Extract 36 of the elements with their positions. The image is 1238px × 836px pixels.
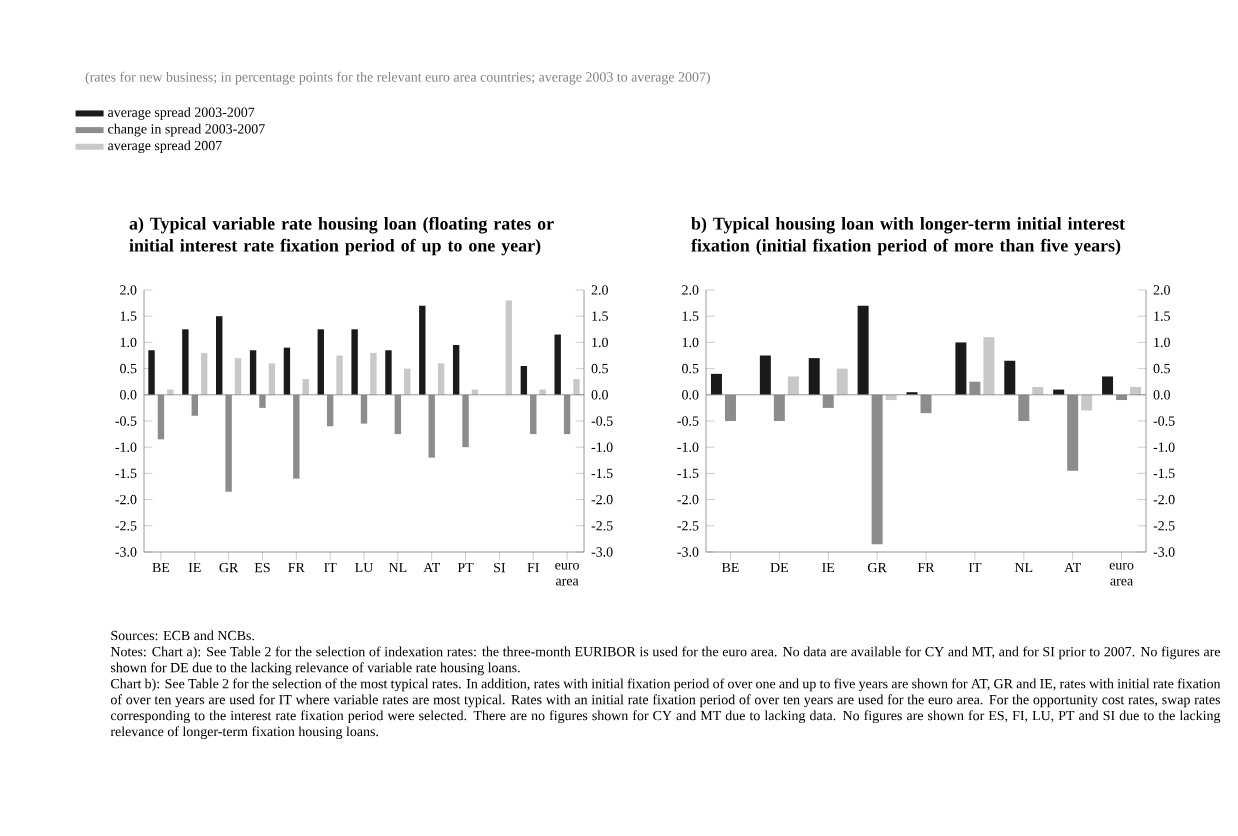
bar bbox=[1130, 386, 1142, 395]
bar bbox=[983, 337, 995, 395]
bar bbox=[370, 352, 377, 395]
bar bbox=[520, 365, 528, 395]
bar bbox=[283, 347, 291, 395]
bar bbox=[1081, 394, 1093, 411]
bar bbox=[505, 300, 512, 395]
bar bbox=[452, 345, 460, 395]
chart-title: a) Typical variable rate housing loan (floating rates or initial interest rate fixation period of up to one year) bbox=[129, 216, 554, 256]
bar bbox=[234, 358, 242, 395]
bar bbox=[554, 334, 561, 395]
bar bbox=[249, 350, 257, 395]
bar bbox=[437, 363, 445, 395]
bar bbox=[955, 342, 967, 395]
bar bbox=[336, 355, 343, 395]
bar bbox=[573, 379, 580, 395]
bar bbox=[1102, 376, 1114, 395]
bar bbox=[200, 352, 208, 395]
bar bbox=[317, 329, 324, 395]
chart-title: b) Typical housing loan with longer-term initial interest fixation (initial fixation period of more than five years) bbox=[691, 217, 1125, 256]
bar bbox=[351, 329, 358, 395]
bar bbox=[1004, 360, 1016, 395]
bar bbox=[419, 305, 426, 395]
bar bbox=[385, 350, 392, 395]
bar bbox=[885, 394, 897, 401]
bar bbox=[216, 316, 223, 395]
bar bbox=[268, 363, 276, 395]
bar bbox=[1032, 386, 1044, 395]
bar bbox=[759, 355, 771, 395]
bar bbox=[836, 368, 848, 395]
bar bbox=[787, 376, 799, 395]
bar bbox=[182, 329, 189, 395]
bar bbox=[808, 358, 820, 395]
bar bbox=[710, 373, 722, 395]
bar bbox=[857, 305, 869, 395]
bar bbox=[148, 350, 155, 395]
